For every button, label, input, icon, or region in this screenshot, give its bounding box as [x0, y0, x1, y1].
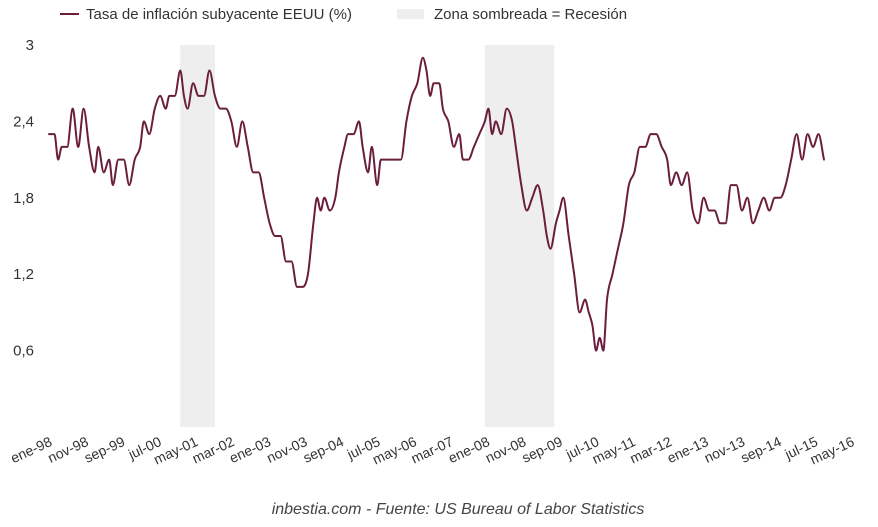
y-axis: 0,6 1,2 1,8 2,4 3: [13, 37, 34, 360]
recession-band-1: [180, 45, 215, 427]
chart: Tasa de inflación subyacente EEUU (%) Zo…: [8, 6, 857, 467]
x-tick-label: sep-14: [738, 433, 784, 466]
series-layer: [48, 56, 825, 352]
legend: Tasa de inflación subyacente EEUU (%) Zo…: [60, 6, 627, 23]
x-tick-label: sep-04: [300, 433, 346, 466]
y-tick-label: 1,2: [13, 266, 34, 283]
y-tick-label: 2,4: [13, 113, 34, 130]
legend-shade-swatch: [397, 9, 424, 19]
series-line-inflacion-subyacente: [48, 56, 825, 352]
y-tick-label: 0,6: [13, 343, 34, 360]
y-tick-label: 1,8: [13, 190, 34, 207]
recession-band-2: [484, 45, 555, 427]
recession-bands: [180, 45, 555, 427]
source-note: inbestia.com - Fuente: US Bureau of Labo…: [271, 501, 645, 518]
x-tick-label: sep-99: [82, 433, 128, 466]
y-tick-label: 3: [26, 37, 34, 54]
x-axis: ene-98nov-98sep-99jul-00may-01mar-02ene-…: [8, 433, 857, 467]
x-tick-label: sep-09: [519, 433, 565, 466]
legend-shade-label: Zona sombreada = Recesión: [434, 6, 627, 23]
legend-series-label: Tasa de inflación subyacente EEUU (%): [86, 6, 352, 23]
